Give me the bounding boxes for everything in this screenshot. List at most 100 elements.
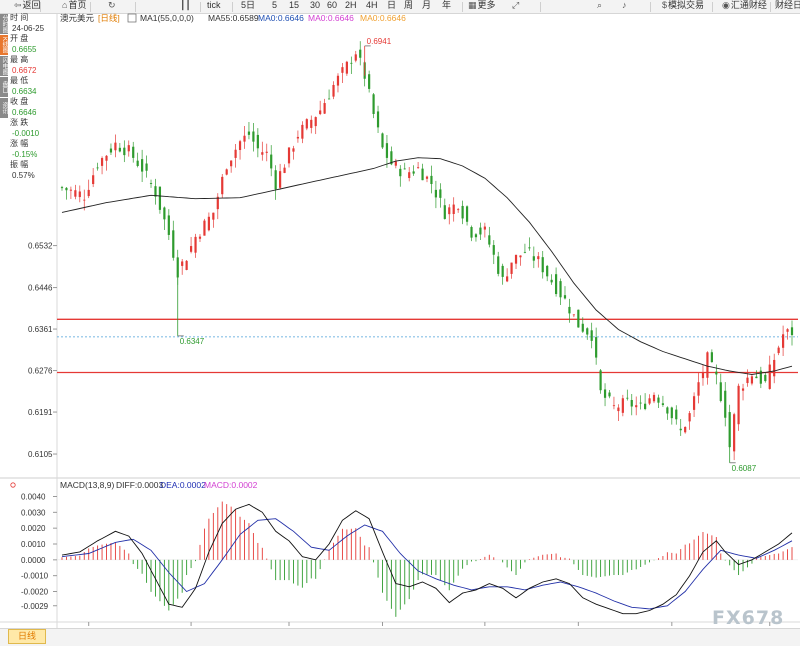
- left-tab-2[interactable]: 闪电图: [0, 56, 8, 77]
- candle-body: [345, 61, 348, 74]
- candle-body: [100, 158, 104, 166]
- candle-body: [474, 234, 478, 238]
- candle-body: [185, 260, 188, 270]
- period-year-label: 年: [442, 0, 452, 10]
- info-label: 涨 幅: [10, 139, 29, 148]
- info-label: 开 盘: [10, 34, 29, 43]
- refresh-button[interactable]: ↻: [108, 0, 117, 13]
- candle-body: [425, 176, 429, 179]
- price-annotation: 0.6347: [180, 337, 205, 346]
- candle-body: [755, 376, 758, 379]
- fullscreen-button[interactable]: ⤢: [512, 0, 520, 13]
- info-value: 24-06-25: [12, 23, 45, 33]
- period-4h[interactable]: 4H: [366, 0, 378, 13]
- back-arrow-icon: ⇦: [14, 0, 22, 10]
- candle-body: [781, 334, 785, 348]
- tick-button[interactable]: tick: [207, 0, 221, 13]
- candle-body: [439, 189, 442, 198]
- candle-body: [279, 171, 282, 188]
- period-60[interactable]: 60: [327, 0, 337, 13]
- bell-button[interactable]: ♪: [622, 0, 628, 13]
- huitong-button[interactable]: ◉汇通财经: [722, 0, 767, 13]
- candle-body: [350, 62, 353, 64]
- candle-body: [715, 371, 718, 375]
- left-tab-4[interactable]: 资讯: [0, 98, 8, 119]
- search-button[interactable]: ⌕: [597, 0, 603, 13]
- candle-body: [381, 133, 384, 148]
- calendar-button[interactable]: 财经日: [775, 0, 800, 13]
- candle-body: [497, 256, 500, 274]
- period-month[interactable]: 月: [422, 0, 431, 13]
- candle-body: [666, 407, 669, 414]
- candle-body: [301, 124, 304, 139]
- indicator-toggle-icon: [127, 13, 137, 23]
- candle-type-button[interactable]: ┃┃: [180, 0, 192, 13]
- period-5day-label: 5日: [241, 0, 256, 10]
- candle-body: [60, 187, 64, 189]
- grid-icon: ▦: [468, 0, 477, 10]
- candle-body: [537, 256, 540, 260]
- candle-body: [198, 236, 202, 239]
- home-button[interactable]: ⌂首页: [62, 0, 86, 13]
- y-tick-label: 0.6361: [28, 325, 53, 334]
- period-tab-day[interactable]: 日线: [8, 629, 46, 644]
- candle-body: [314, 117, 317, 127]
- left-tab-3[interactable]: 盘口: [0, 77, 8, 98]
- candle-body: [158, 186, 162, 210]
- info-value: 0.6634: [12, 86, 37, 96]
- info-value: 0.6672: [12, 65, 37, 75]
- ma-legend-item: MA0:0.6646: [360, 13, 406, 23]
- y-tick-label: 0.6276: [28, 367, 53, 376]
- candle-body: [74, 190, 77, 197]
- mock-trade-button[interactable]: $模拟交易: [662, 0, 704, 13]
- toolbar-separator: [200, 2, 201, 12]
- period-week[interactable]: 周: [404, 0, 413, 13]
- candle-body: [546, 265, 549, 277]
- more-button[interactable]: ▦更多: [468, 0, 496, 13]
- home-icon: ⌂: [62, 0, 68, 10]
- candle-body: [287, 147, 291, 164]
- candle-body: [114, 142, 117, 151]
- candle-body: [701, 372, 705, 379]
- candle-body: [764, 374, 767, 382]
- period-15[interactable]: 15: [289, 0, 299, 13]
- period-2h[interactable]: 2H: [345, 0, 357, 13]
- candle-body: [617, 407, 620, 412]
- candle-body: [65, 187, 68, 191]
- candle-body: [657, 397, 660, 403]
- candle-body: [501, 265, 504, 277]
- back-button[interactable]: ⇦返回: [14, 0, 41, 13]
- candle-body: [737, 385, 740, 425]
- period-day[interactable]: 日: [387, 0, 396, 13]
- candle-body: [612, 405, 616, 407]
- period-60-label: 60: [327, 0, 338, 10]
- ma-legend-item: MA0:0.6646: [308, 13, 354, 23]
- toolbar-separator: [712, 2, 713, 12]
- info-value: -0.0010: [12, 128, 40, 138]
- macd-diff-line: [61, 503, 793, 615]
- candle-body: [430, 175, 433, 185]
- period-5day[interactable]: 5日: [241, 0, 255, 13]
- candle-body: [590, 330, 593, 341]
- candle-body: [319, 110, 322, 115]
- candle-body: [773, 359, 776, 377]
- left-tab-0[interactable]: 分时图: [0, 14, 8, 35]
- period-30[interactable]: 30: [310, 0, 320, 13]
- candle-body: [78, 191, 81, 198]
- info-value: -0.15%: [12, 149, 38, 159]
- left-tab-1[interactable]: K线图: [0, 35, 8, 56]
- period-5[interactable]: 5: [272, 0, 277, 13]
- logo-icon: ◉: [722, 0, 730, 10]
- candle-body: [750, 376, 754, 384]
- candle-body: [595, 337, 598, 358]
- period-5-label: 5: [272, 0, 278, 10]
- macd-y-tick-label: -0.0029: [21, 602, 49, 611]
- period-year[interactable]: 年: [442, 0, 451, 13]
- candle-body: [563, 295, 567, 299]
- candle-body: [176, 257, 179, 278]
- candle-body: [644, 403, 647, 410]
- search-icon: ⌕: [597, 0, 603, 10]
- candle-body: [341, 67, 344, 73]
- candle-body: [118, 147, 121, 152]
